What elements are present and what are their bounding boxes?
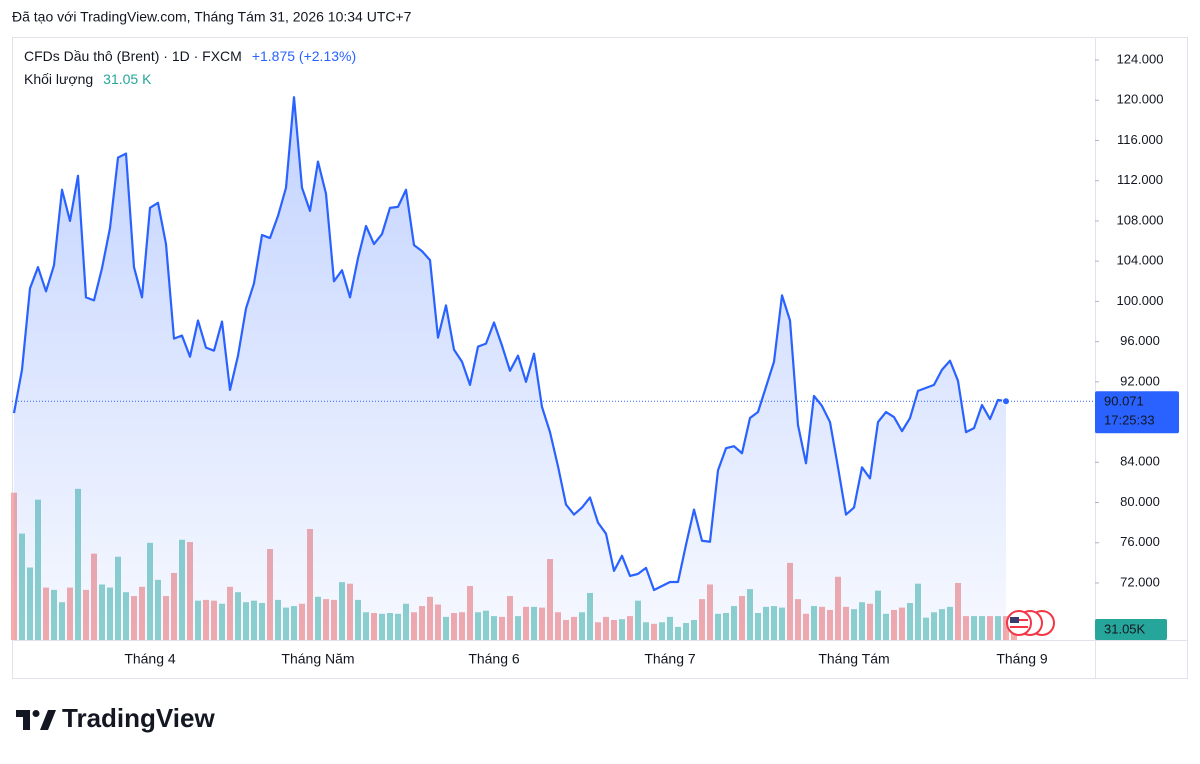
logo: TradingView bbox=[16, 703, 215, 733]
volume-legend: Khối lượng 31.05 K bbox=[24, 71, 152, 87]
plot-layer bbox=[12, 96, 1095, 640]
y-tick-label: 112.000 bbox=[1117, 172, 1163, 187]
y-tick-label: 84.000 bbox=[1120, 454, 1160, 469]
y-tick-label: 80.000 bbox=[1120, 494, 1160, 509]
x-tick-label: Tháng 7 bbox=[644, 651, 696, 667]
y-tick-label: 116.000 bbox=[1117, 132, 1163, 147]
y-tick-label: 108.000 bbox=[1117, 212, 1164, 227]
y-tick-label: 92.000 bbox=[1120, 373, 1160, 388]
change: +1.875 (+2.13%) bbox=[252, 48, 356, 64]
x-tick-label: Tháng 4 bbox=[124, 651, 176, 667]
volume-name: Khối lượng bbox=[24, 71, 93, 87]
countdown: 17:25:33 bbox=[1104, 413, 1155, 428]
legend-line: CFDs Dầu thô (Brent) · 1D · FXCM +1.875 (… bbox=[24, 48, 356, 64]
x-tick-label: Tháng 9 bbox=[996, 651, 1048, 667]
y-tick-label: 100.000 bbox=[1117, 293, 1164, 308]
chart-frame bbox=[12, 37, 1188, 679]
symbol: CFDs Dầu thô (Brent) · 1D · FXCM bbox=[24, 48, 242, 64]
x-tick-label: Tháng 6 bbox=[468, 651, 520, 667]
last-price-label: 90.071 bbox=[1104, 394, 1144, 409]
y-tick-label: 72.000 bbox=[1120, 574, 1160, 589]
x-tick-label: Tháng Năm bbox=[281, 651, 354, 667]
volume-box bbox=[1095, 619, 1167, 640]
y-tick-label: 96.000 bbox=[1120, 333, 1160, 348]
price-line bbox=[12, 96, 1007, 592]
y-tick-label: 120.000 bbox=[1117, 92, 1164, 107]
y-tick-label: 76.000 bbox=[1120, 534, 1160, 549]
last-point bbox=[1002, 397, 1010, 406]
logo-text: TradingView bbox=[62, 703, 215, 733]
created-line: Đã tạo với TradingView.com, Tháng Tám 31… bbox=[12, 9, 412, 25]
volume-last: 31.05 K bbox=[103, 71, 152, 87]
last-price-box bbox=[1095, 391, 1179, 434]
y-tick-label: 104.000 bbox=[1117, 253, 1164, 268]
x-tick-label: Tháng Tám bbox=[818, 651, 889, 667]
axes-layer: 72.00076.00080.00084.00088.00092.00096.0… bbox=[124, 51, 1179, 667]
volume-scale-label: 31.05K bbox=[1104, 621, 1146, 636]
area-fill bbox=[14, 97, 1006, 640]
y-tick-label: 124.000 bbox=[1117, 51, 1164, 66]
event-flags bbox=[1006, 610, 1055, 636]
